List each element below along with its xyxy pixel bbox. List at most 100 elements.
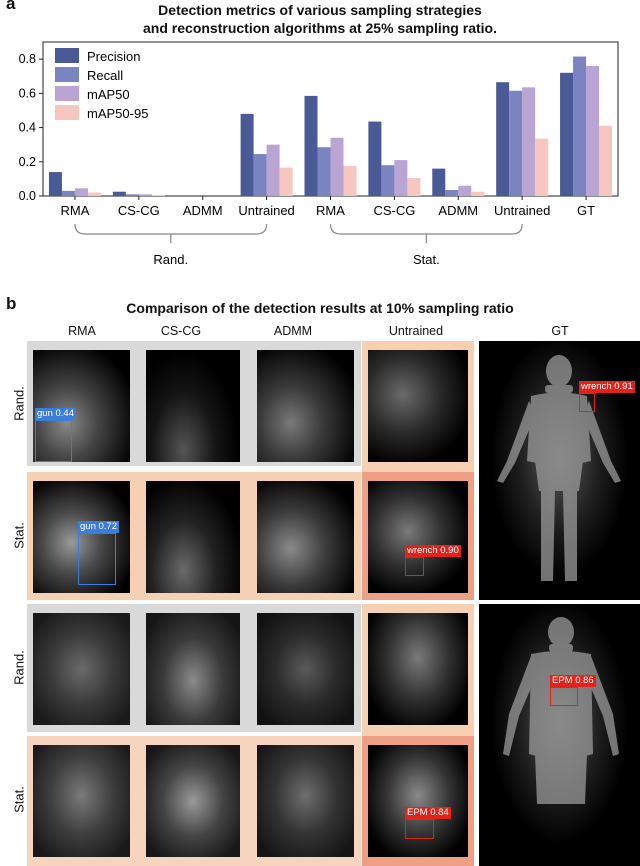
x-tick-label: GT	[577, 203, 595, 218]
panel-a-title-line1: Detection metrics of various sampling st…	[158, 2, 482, 18]
detection-label: wrench 0.91	[579, 381, 635, 393]
x-tick-label: RMA	[60, 203, 89, 218]
bar	[48, 172, 62, 196]
gt-image-2	[479, 604, 640, 866]
detection-label: EPM 0.86	[550, 675, 596, 687]
bar	[522, 87, 536, 196]
x-tick-label: ADMM	[438, 203, 478, 218]
bar	[87, 192, 101, 196]
bar	[317, 147, 331, 196]
x-tick-label: CS-CG	[118, 203, 160, 218]
row-label-rand-1: Rand.	[11, 386, 27, 421]
image-stat-admm-1	[257, 481, 354, 593]
bar-chart: 0.0 0.2 0.4 0.6 0.8 RMA CS-CG ADMM Untrained RMA C…	[19, 41, 619, 267]
detection-box-wrench-untrained: wrench 0.90	[405, 545, 461, 576]
detection-box-gun-rand: gun 0.44	[35, 408, 76, 462]
bar	[496, 82, 510, 196]
image-stat-rma-2	[33, 745, 130, 857]
gt-body-silhouette-2	[503, 617, 619, 804]
detection-box-epm-untrained: EPM 0.84	[405, 807, 451, 839]
column-label-admm: ADMM	[273, 324, 313, 338]
bar	[432, 168, 446, 196]
bar	[253, 154, 267, 196]
legend-label: mAP50	[87, 87, 130, 102]
legend-label: Recall	[87, 68, 123, 83]
detection-box-gun-stat: gun 0.72	[78, 521, 119, 585]
bar	[330, 137, 344, 196]
image-stat-rma-1	[33, 481, 130, 593]
bar	[240, 113, 254, 196]
detection-label: wrench 0.90	[405, 545, 461, 557]
bar	[74, 188, 88, 196]
image-rand-untrained-1	[368, 350, 468, 462]
image-rand-rma-1	[33, 350, 130, 462]
y-tick-label: 0.4	[19, 121, 36, 135]
legend-swatch	[55, 105, 79, 120]
y-tick-label: 0.8	[19, 52, 36, 66]
bar	[560, 72, 574, 196]
bar	[471, 191, 485, 196]
detection-box-epm-gt: EPM 0.86	[550, 675, 596, 706]
bar	[458, 185, 472, 196]
bar	[368, 121, 382, 196]
image-rand-rma-2	[33, 613, 130, 725]
bar	[279, 167, 293, 196]
bar	[599, 125, 613, 196]
image-rand-cscg-2	[146, 613, 240, 725]
x-tick-label: CS-CG	[373, 203, 415, 218]
legend-label: Precision	[87, 49, 140, 64]
legend-swatch	[55, 48, 79, 63]
bar	[445, 190, 459, 196]
panel-a-title-line2: and reconstruction algorithms at 25% sam…	[143, 20, 497, 36]
bar	[343, 166, 357, 196]
bar	[535, 138, 549, 196]
image-rand-admm-2	[257, 613, 354, 725]
panel-b-title: Comparison of the detection results at 1…	[126, 300, 514, 316]
y-tick-label: 0.6	[19, 86, 36, 100]
y-tick-label: 0.0	[19, 189, 36, 203]
bar	[304, 95, 318, 196]
detection-label: EPM 0.84	[405, 807, 451, 819]
bar	[151, 195, 165, 196]
column-label-rma: RMA	[68, 324, 96, 338]
detection-box-wrench-gt: wrench 0.91	[579, 381, 635, 412]
image-stat-cscg-1	[146, 481, 240, 593]
legend-label: mAP50-95	[87, 106, 148, 121]
group-bracket	[329, 223, 523, 235]
gt-image-1	[479, 341, 640, 600]
bar	[573, 56, 587, 196]
column-label-cs-cg: CS-CG	[160, 324, 202, 338]
bar	[381, 165, 395, 196]
x-tick-label: Untrained	[238, 203, 294, 218]
row-label-rand-2: Rand.	[11, 650, 27, 685]
image-rand-admm-1	[257, 350, 354, 462]
bar	[138, 194, 152, 196]
bar	[266, 144, 280, 196]
panel-b-letter: b	[6, 294, 17, 313]
image-stat-untrained-1	[368, 481, 468, 593]
row-label-stat-1: Stat.	[11, 522, 27, 549]
image-stat-cscg-2	[146, 745, 240, 857]
bar	[407, 178, 421, 196]
image-stat-admm-2	[257, 745, 354, 857]
column-label-untrained: Untrained	[388, 324, 444, 338]
image-stat-untrained-2	[368, 745, 468, 857]
x-tick-label: Untrained	[494, 203, 550, 218]
bar	[586, 65, 600, 196]
image-rand-cscg-1	[146, 350, 240, 462]
column-label-gt: GT	[551, 324, 569, 338]
group-bracket	[74, 223, 268, 235]
image-rand-untrained-2	[368, 613, 468, 725]
x-tick-label: ADMM	[183, 203, 223, 218]
legend-swatch	[55, 67, 79, 82]
bar	[125, 194, 139, 196]
detection-label: gun 0.44	[35, 408, 76, 420]
panel-a-letter: a	[6, 0, 16, 13]
x-tick-label: RMA	[316, 203, 345, 218]
bar	[509, 90, 523, 196]
bar	[394, 160, 408, 196]
legend-swatch	[55, 86, 79, 101]
bar	[61, 190, 75, 196]
detection-label: gun 0.72	[78, 521, 119, 533]
gt-body-silhouette-1	[497, 355, 621, 581]
